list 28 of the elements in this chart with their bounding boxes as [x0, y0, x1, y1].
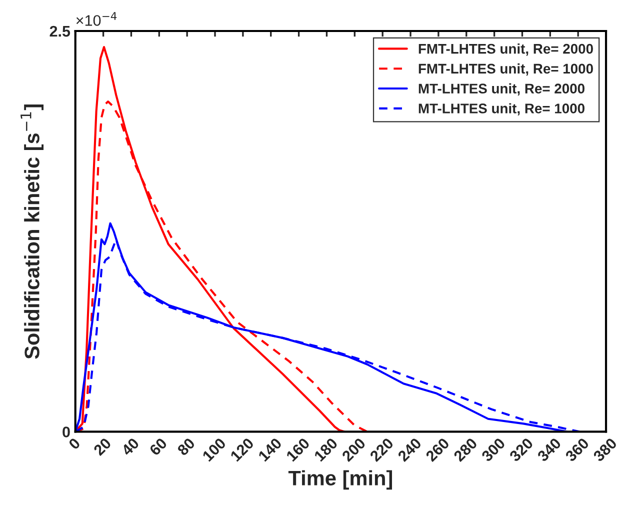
- y-axis-title: Solidification kinetic [s$^{−1}$]: [20, 104, 44, 359]
- legend-label: FMT-LHTES unit, Re= 1000: [418, 63, 593, 76]
- x-tick-label: 200: [341, 437, 366, 462]
- legend-label: MT-LHTES unit, Re= 2000: [418, 83, 584, 96]
- text: ×10$^{−4}$: [76, 12, 117, 26]
- x-tick-label: 120: [230, 437, 254, 462]
- x-tick-label: 240: [397, 437, 422, 462]
- x-tick-label: 140: [258, 437, 282, 462]
- x-axis-title: Time [min]: [288, 470, 392, 490]
- x-tick-label: 220: [369, 437, 394, 462]
- legend-label: FMT-LHTES unit, Re= 2000: [418, 44, 593, 56]
- x-tick-label: 80: [176, 437, 196, 456]
- x-tick-label: 0: [68, 437, 81, 450]
- x-tick-label: 360: [564, 437, 590, 462]
- x-tick-label: 100: [202, 437, 226, 462]
- x-tick-label: 40: [120, 437, 140, 456]
- legend-label: MT-LHTES unit, Re= 1000: [418, 103, 584, 116]
- x-tick-label: 160: [286, 437, 310, 462]
- x-tick-label: 180: [314, 437, 338, 462]
- x-tick-label: 260: [425, 437, 450, 462]
- x-tick-label: 20: [92, 437, 112, 456]
- x-tick-label: 340: [536, 437, 562, 462]
- x-tick-label: 280: [452, 437, 478, 462]
- x-tick-label: 320: [508, 437, 534, 462]
- x-tick-label: 300: [480, 437, 506, 462]
- x-tick-label: 380: [592, 437, 618, 462]
- x-tick-label: 60: [148, 437, 168, 456]
- y-tick-label: 2.5: [50, 26, 70, 37]
